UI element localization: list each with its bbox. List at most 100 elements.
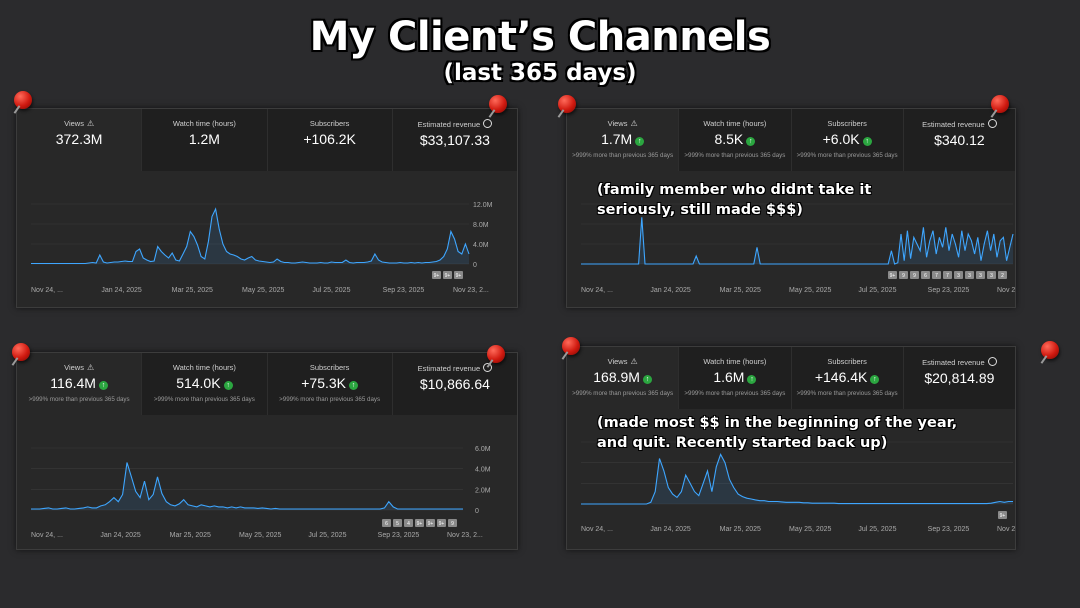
x-tick-label: May 25, 2025 bbox=[789, 526, 832, 533]
timeline-marker[interactable]: 9 bbox=[910, 271, 919, 279]
x-tick-label: Sep 23, 2025 bbox=[928, 526, 970, 533]
arrow-up-icon: ↑ bbox=[349, 381, 358, 390]
svg-text:9+: 9+ bbox=[445, 273, 451, 279]
metric-value: $10,866.64 bbox=[419, 376, 490, 392]
metric-label: Subscribers bbox=[309, 119, 350, 128]
timeline-marker[interactable]: 4 bbox=[404, 519, 413, 527]
series-area bbox=[31, 209, 469, 264]
metric-comparison: >999% more than previous 365 days bbox=[572, 152, 674, 159]
metric-comparison: >999% more than previous 365 days bbox=[684, 390, 786, 397]
x-tick-label: Jan 24, 2025 bbox=[650, 526, 691, 533]
annotation-note: (family member who didnt take it serious… bbox=[597, 182, 872, 218]
arrow-up-icon: ↑ bbox=[862, 137, 872, 146]
timeline-marker[interactable]: 3 bbox=[954, 271, 963, 279]
y-tick-label: 4.0M bbox=[473, 242, 489, 249]
metric-value: 8.5K ↑ bbox=[679, 131, 790, 147]
metric-tab[interactable]: Watch time (hours) 1.6M ↑ >999% more than p… bbox=[679, 347, 792, 409]
timeline-marker[interactable]: 2 bbox=[998, 271, 1007, 279]
metric-label: Watch time (hours) bbox=[703, 119, 767, 128]
metric-value: +6.0K ↑ bbox=[792, 131, 903, 147]
x-tick-label: Sep 23, 2025 bbox=[928, 287, 970, 294]
timeline-marker[interactable]: 9+ bbox=[888, 271, 897, 279]
timeline-marker[interactable]: 9 bbox=[899, 271, 908, 279]
timeline-marker[interactable]: 3 bbox=[987, 271, 996, 279]
timeline-marker[interactable]: 9+ bbox=[415, 519, 424, 527]
series-line bbox=[31, 462, 463, 510]
metric-comparison: >999% more than previous 365 days bbox=[279, 396, 381, 403]
metric-tab[interactable]: Subscribers +146.4K ↑ >999% more than previ… bbox=[791, 347, 904, 409]
svg-text:7: 7 bbox=[935, 273, 938, 279]
series-line bbox=[581, 217, 1014, 265]
y-tick-label: 6.0M bbox=[475, 446, 491, 453]
timeline-marker[interactable]: 6 bbox=[382, 519, 391, 527]
line-chart: 7.5M5.0M2.5M0Nov 24, ...Jan 24, 2025Mar … bbox=[581, 441, 1015, 533]
x-tick-label: May 25, 2025 bbox=[239, 532, 282, 539]
metric-tab[interactable]: Subscribers +106.2K bbox=[267, 109, 393, 171]
x-tick-label: Mar 25, 2025 bbox=[170, 532, 211, 539]
x-tick-label: Sep 23, 2025 bbox=[383, 287, 425, 294]
x-tick-label: Jul 25, 2025 bbox=[858, 526, 896, 533]
x-tick-label: Nov 24, ... bbox=[581, 526, 613, 533]
metric-tab[interactable]: Estimated revenue $10,866.64 bbox=[392, 353, 517, 415]
metric-label: Watch time (hours) bbox=[703, 357, 767, 366]
metric-value: $20,814.89 bbox=[924, 370, 995, 386]
timeline-marker[interactable]: 9+ bbox=[437, 519, 446, 527]
timeline-marker[interactable]: 6 bbox=[921, 271, 930, 279]
x-tick-label: Nov 24, ... bbox=[31, 532, 63, 539]
timeline-marker[interactable]: 9 bbox=[448, 519, 457, 527]
timeline-marker[interactable]: 9+ bbox=[454, 271, 463, 279]
y-tick-label: 0 bbox=[473, 262, 477, 269]
annotation-note: (made most $$ in the beginning of the ye… bbox=[597, 415, 958, 451]
metric-tab[interactable]: Views ⚠ 168.9M ↑ >999% more than previous 36… bbox=[567, 347, 680, 409]
svg-text:6: 6 bbox=[385, 521, 388, 527]
timeline-marker[interactable]: 9+ bbox=[443, 271, 452, 279]
x-tick-label: May 25, 2025 bbox=[242, 287, 285, 294]
metric-label: Watch time (hours) bbox=[172, 363, 236, 372]
metric-tab[interactable]: Estimated revenue $33,107.33 bbox=[392, 109, 517, 171]
svg-text:9: 9 bbox=[451, 521, 454, 527]
timeline-marker[interactable]: 3 bbox=[965, 271, 974, 279]
metric-tab[interactable]: Watch time (hours) 1.2M bbox=[142, 109, 268, 171]
metric-tab[interactable]: Estimated revenue $340.12 bbox=[903, 109, 1015, 171]
metric-value: +106.2K bbox=[303, 131, 356, 147]
timeline-marker[interactable]: 3 bbox=[976, 271, 985, 279]
metric-tab[interactable]: Views ⚠ 116.4M ↑ >999% more than previous 36… bbox=[17, 353, 143, 415]
metric-tab[interactable]: Subscribers +75.3K ↑ >999% more than previo… bbox=[267, 353, 393, 415]
pushpin-icon bbox=[12, 343, 30, 361]
metric-tab[interactable]: Watch time (hours) 8.5K ↑ >999% more than p… bbox=[679, 109, 792, 171]
metric-comparison: >999% more than previous 365 days bbox=[796, 390, 898, 397]
page-title: My Client’s Channels bbox=[309, 14, 771, 60]
series-line bbox=[31, 207, 470, 265]
metric-label: Views ⚠ bbox=[64, 119, 95, 128]
page-subtitle: (last 365 days) bbox=[443, 60, 637, 86]
metric-tab[interactable]: Subscribers +6.0K ↑ >999% more than previou… bbox=[791, 109, 904, 171]
timeline-marker[interactable]: 5 bbox=[393, 519, 402, 527]
metric-tab[interactable]: Estimated revenue $20,814.89 bbox=[903, 347, 1015, 409]
svg-text:9+: 9+ bbox=[434, 273, 440, 279]
x-tick-label: Jan 24, 2025 bbox=[650, 287, 691, 294]
metric-value: 116.4M ↑ bbox=[17, 375, 141, 391]
timeline-marker[interactable]: 7 bbox=[932, 271, 941, 279]
timeline-marker[interactable]: 9+ bbox=[426, 519, 435, 527]
x-tick-label: Mar 25, 2025 bbox=[720, 526, 761, 533]
x-tick-label: Nov 24, ... bbox=[31, 287, 63, 294]
metric-tab[interactable]: Views ⚠ 1.7M ↑ >999% more than previous 365 … bbox=[567, 109, 680, 171]
metric-tab[interactable]: Watch time (hours) 514.0K ↑ >999% more than… bbox=[142, 353, 268, 415]
metric-tab[interactable]: Views ⚠ 372.3M bbox=[17, 109, 143, 171]
series-line bbox=[581, 453, 1013, 505]
timeline-marker[interactable]: 7 bbox=[943, 271, 952, 279]
metric-label: Views ⚠ bbox=[607, 119, 638, 128]
arrow-up-icon: ↑ bbox=[98, 381, 108, 390]
line-chart: 6.0M 4.0M 2.0M 0 Nov 24, ... Jan 24, 2025 Mar … bbox=[31, 446, 491, 539]
metric-label: Watch time (hours) bbox=[172, 119, 236, 128]
y-tick-label: 0 bbox=[475, 508, 479, 515]
metric-label: Estimated revenue bbox=[904, 357, 1015, 367]
x-tick-label: Nov 23, 2... bbox=[997, 526, 1015, 533]
timeline-marker[interactable]: 9+ bbox=[432, 271, 441, 279]
pushpin-icon bbox=[562, 337, 580, 355]
metric-value: 1.7M ↑ bbox=[567, 131, 678, 147]
metric-value: 514.0K ↑ bbox=[142, 375, 266, 391]
timeline-marker[interactable]: 9+ bbox=[998, 511, 1007, 519]
svg-text:3: 3 bbox=[957, 273, 960, 279]
metric-label: Views ⚠ bbox=[64, 363, 95, 372]
